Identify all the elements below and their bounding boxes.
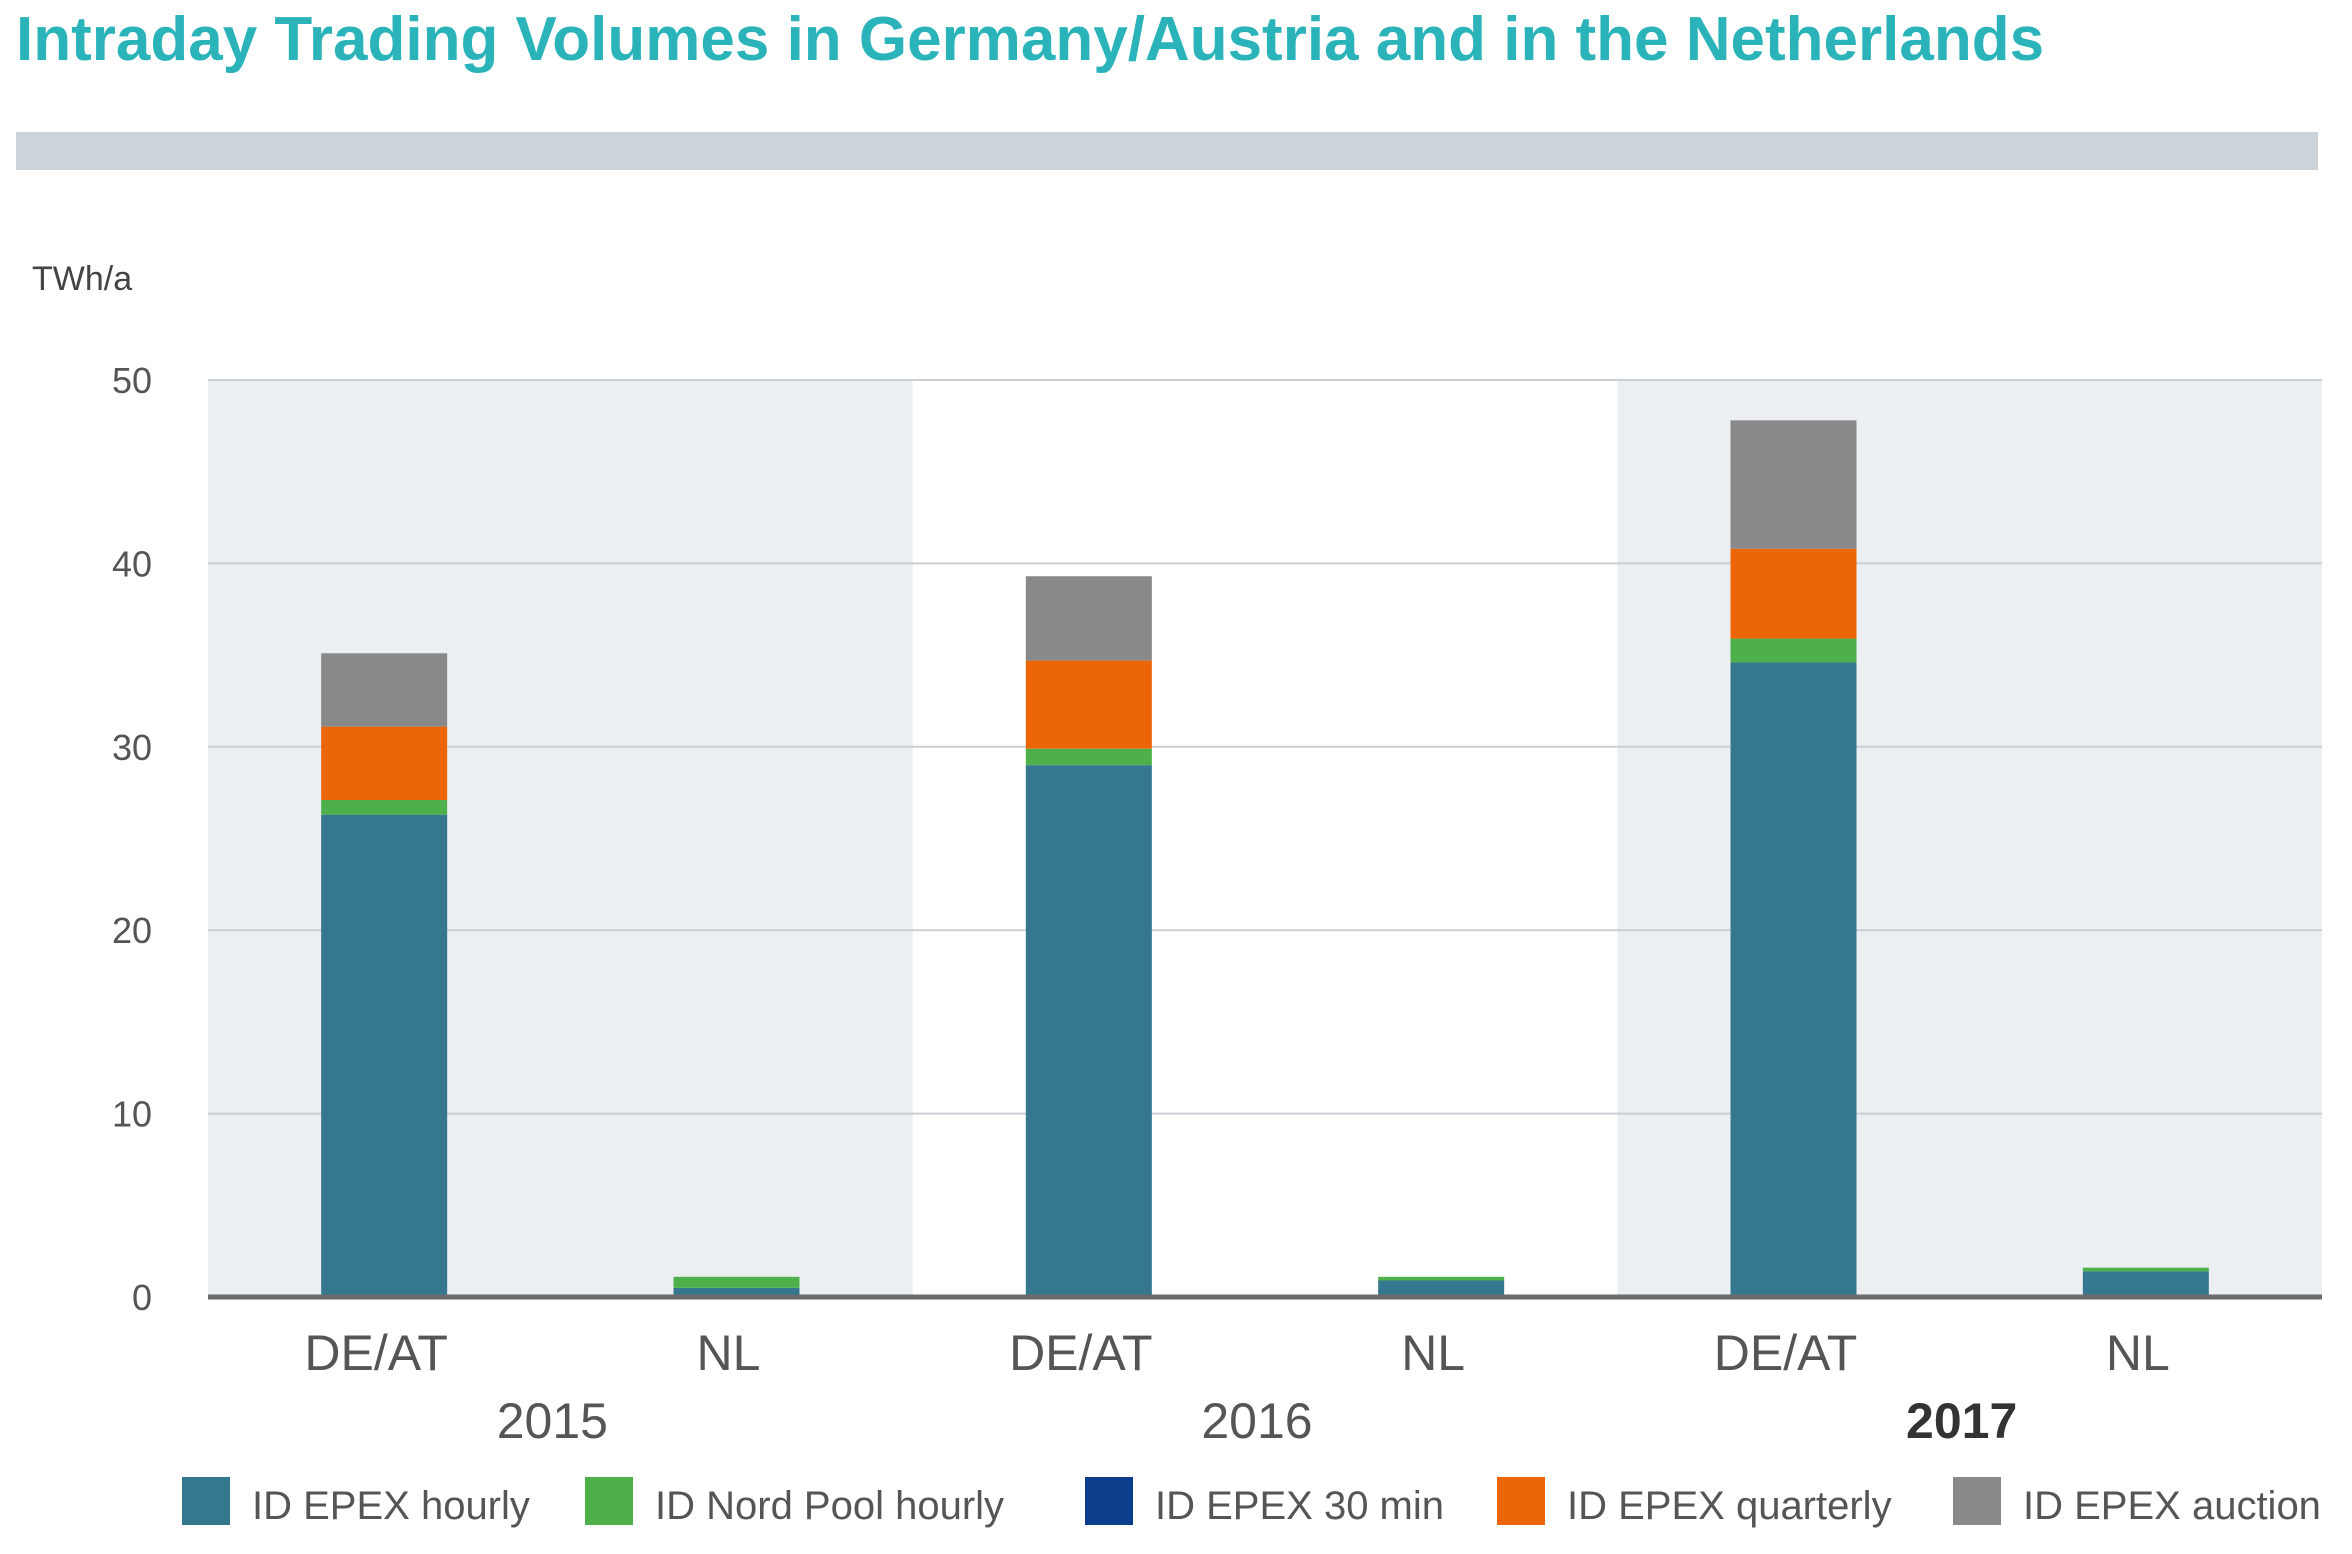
- x-category-label: NL: [697, 1325, 761, 1381]
- bar-2016-NL-id-epex-hourly: [1378, 1280, 1505, 1297]
- legend-label: ID EPEX quarterly: [1567, 1484, 1892, 1528]
- bar-2017-DEAT-id-epex-quarterly: [1730, 548, 1857, 639]
- bar-2015-DEAT-id-nord-pool-hourly: [321, 799, 448, 815]
- x-category-label: NL: [1401, 1325, 1465, 1381]
- legend-swatch-id-epex-quarterly: [1497, 1477, 1545, 1525]
- y-tick-label: 50: [112, 360, 152, 401]
- legend-swatch-id-epex-hourly: [182, 1477, 230, 1525]
- x-group-label: 2016: [1201, 1393, 1312, 1449]
- x-category-label: DE/AT: [1009, 1325, 1153, 1381]
- y-tick-label: 0: [132, 1277, 152, 1318]
- bar-2016-DEAT-id-epex-quarterly: [1025, 660, 1152, 749]
- bar-2016-DEAT-id-nord-pool-hourly: [1025, 748, 1152, 766]
- legend-label: ID EPEX auction: [2023, 1484, 2321, 1528]
- x-category-label: DE/AT: [1714, 1325, 1858, 1381]
- y-tick-label: 10: [112, 1094, 152, 1135]
- chart-title: Intraday Trading Volumes in Germany/Aust…: [16, 5, 2045, 74]
- legend-layer: ID EPEX hourly ID Nord Pool hourly ID EPEX…: [182, 1477, 2321, 1528]
- y-tick-label: 30: [112, 727, 152, 768]
- legend-label: ID EPEX hourly: [252, 1484, 530, 1528]
- bar-2015-DEAT-id-epex-auction: [321, 653, 448, 727]
- bar-2016-DEAT-id-epex-auction: [1025, 576, 1152, 661]
- bar-2017-NL-id-nord-pool-hourly: [2082, 1267, 2209, 1272]
- bar-2015-NL-id-epex-hourly: [673, 1287, 800, 1297]
- bar-2016-NL-id-nord-pool-hourly: [1378, 1276, 1505, 1281]
- bar-2017-DEAT-id-epex-auction: [1730, 420, 1857, 549]
- bar-2015-DEAT-id-epex-quarterly: [321, 726, 448, 800]
- x-group-label: 2017: [1906, 1393, 2017, 1449]
- legend-swatch-id-nord-pool-hourly: [585, 1477, 633, 1525]
- bar-2015-DEAT-id-epex-hourly: [321, 814, 448, 1297]
- bar-2017-DEAT-id-epex-hourly: [1730, 662, 1857, 1297]
- bar-2016-DEAT-id-epex-hourly: [1025, 765, 1152, 1297]
- legend-swatch-id-epex-auction: [1953, 1477, 2001, 1525]
- y-axis-label: TWh/a: [32, 260, 132, 298]
- legend-label: ID EPEX 30 min: [1155, 1484, 1444, 1528]
- y-tick-label: 40: [112, 543, 152, 584]
- title-divider-band: [16, 132, 2318, 170]
- group-background-layer: [208, 380, 2322, 1297]
- group-background-2015: [208, 380, 913, 1297]
- bars-layer: [321, 420, 2209, 1297]
- gridlines-layer: [208, 379, 2322, 1115]
- x-category-label: NL: [2106, 1325, 2170, 1381]
- x-group-label: 2015: [497, 1393, 608, 1449]
- y-tick-label: 20: [112, 910, 152, 951]
- labels-layer: 0 10 20 30 40 50 TWh/a DE/AT NL DE/AT NL DE/AT NL 201…: [32, 260, 2170, 1449]
- legend-swatch-id-epex-30-min: [1085, 1477, 1133, 1525]
- bar-2017-NL-id-epex-hourly: [2082, 1271, 2209, 1297]
- group-background-2017: [1617, 380, 2322, 1297]
- bar-2017-DEAT-id-nord-pool-hourly: [1730, 638, 1857, 663]
- bar-2015-NL-id-nord-pool-hourly: [673, 1276, 800, 1288]
- x-category-label: DE/AT: [304, 1325, 448, 1381]
- legend-label: ID Nord Pool hourly: [655, 1484, 1004, 1528]
